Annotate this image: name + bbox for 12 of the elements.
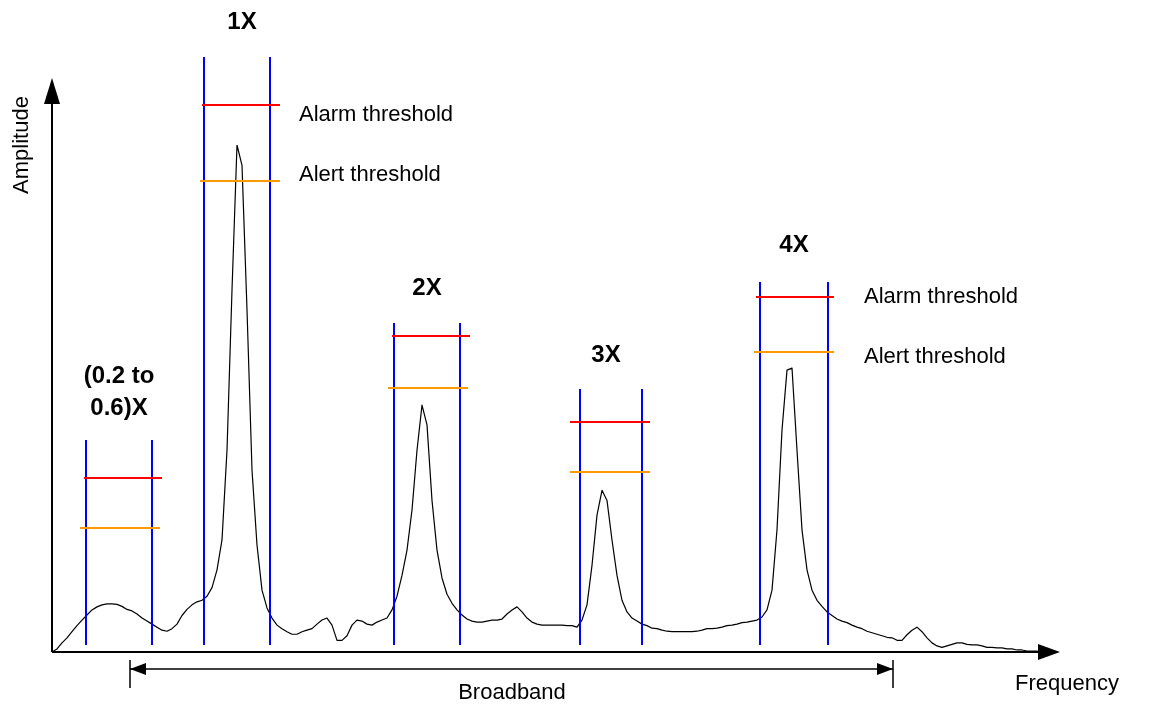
annotation: (0.2 to 0.6)X bbox=[83, 360, 155, 420]
annotation: Alarm threshold bbox=[864, 283, 1019, 309]
annotation: Alert threshold bbox=[864, 343, 1006, 369]
y-axis-title: Amplitude bbox=[8, 96, 34, 194]
annotation: 3X bbox=[591, 339, 621, 367]
annotation: 4X bbox=[779, 229, 809, 257]
text: Broadband bbox=[458, 679, 566, 705]
annotation: 2X bbox=[412, 272, 442, 300]
text: 1X bbox=[227, 6, 257, 34]
text: Alarm threshold bbox=[299, 101, 454, 127]
x-axis-title: Frequency bbox=[1015, 670, 1119, 696]
annotation: Alert threshold bbox=[299, 161, 441, 187]
